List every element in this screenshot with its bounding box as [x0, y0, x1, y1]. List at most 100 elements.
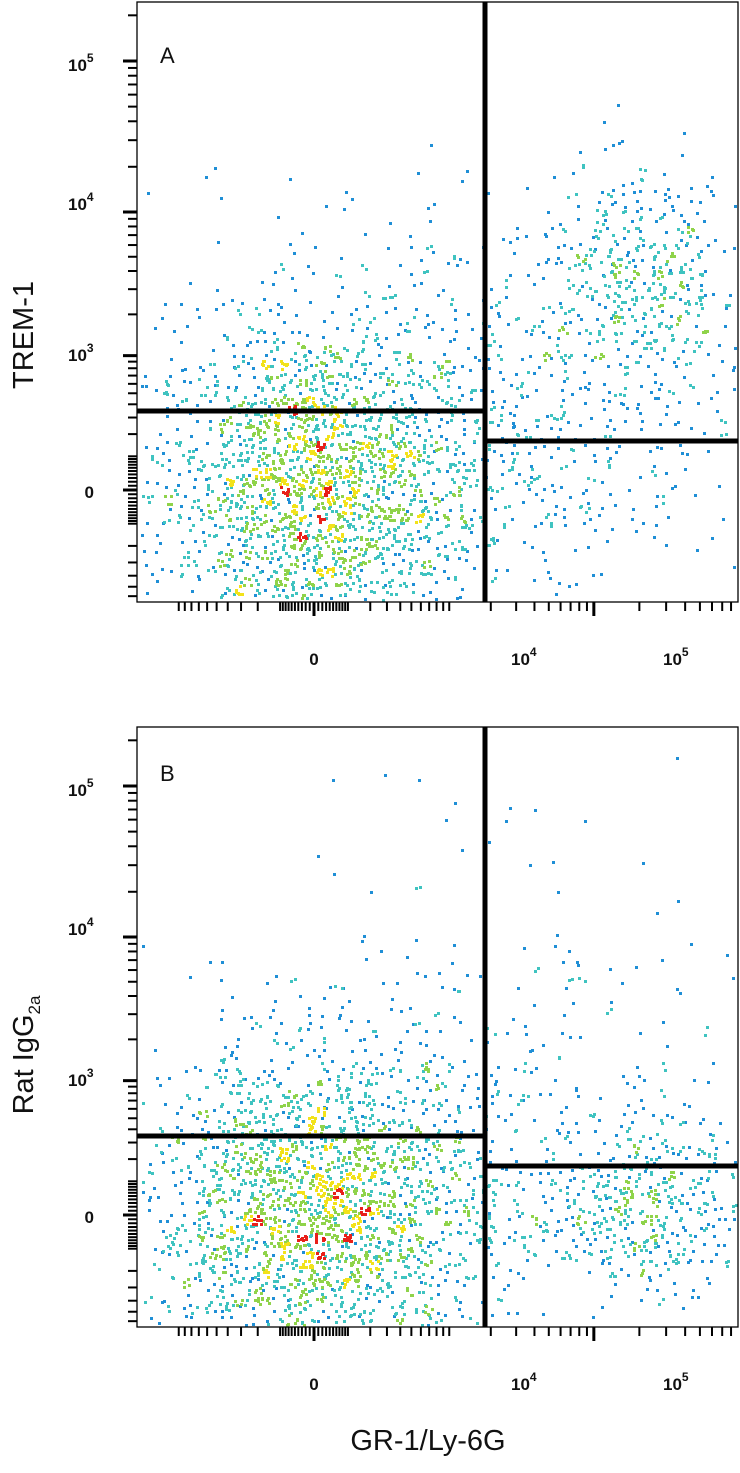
event-dot — [199, 1150, 202, 1153]
event-dot — [518, 473, 521, 476]
event-dot — [342, 1068, 345, 1071]
event-dot — [165, 380, 168, 383]
event-dot — [639, 1032, 642, 1035]
event-dot — [613, 300, 616, 303]
event-dot — [369, 1243, 372, 1246]
event-dot — [391, 1242, 394, 1245]
event-dot — [226, 338, 229, 341]
event-dot — [513, 414, 516, 417]
event-dot — [260, 523, 263, 526]
event-dot — [456, 597, 459, 600]
event-dot — [231, 1294, 234, 1297]
event-dot — [433, 361, 436, 364]
event-dot — [435, 598, 438, 601]
event-dot — [151, 1172, 154, 1175]
event-dot — [387, 1240, 390, 1243]
event-dot — [332, 557, 335, 560]
event-dot — [686, 453, 689, 456]
event-dot — [631, 298, 634, 301]
event-dot — [398, 481, 401, 484]
event-dot — [350, 512, 353, 515]
event-dot — [437, 1160, 440, 1163]
event-dot — [206, 1245, 209, 1248]
event-dot — [219, 1184, 222, 1187]
event-dot — [596, 318, 599, 321]
event-dot — [585, 511, 588, 514]
event-dot — [236, 1225, 239, 1228]
event-dot — [687, 231, 690, 234]
event-dot — [617, 305, 620, 308]
event-dot — [525, 235, 528, 238]
event-dot — [637, 245, 640, 248]
event-dot — [605, 1220, 608, 1223]
event-dot — [210, 1234, 213, 1237]
event-dot — [649, 342, 652, 345]
event-dot — [684, 263, 687, 266]
event-dot — [568, 950, 571, 953]
event-dot — [363, 507, 366, 510]
event-dot — [476, 1322, 479, 1325]
event-dot — [424, 1282, 427, 1285]
event-dot — [310, 1141, 313, 1144]
event-dot — [465, 1199, 468, 1202]
event-dot — [199, 1279, 202, 1282]
event-dot — [537, 419, 540, 422]
event-dot — [314, 246, 317, 249]
event-dot — [276, 1084, 279, 1087]
event-dot — [172, 1243, 175, 1246]
event-dot — [427, 323, 430, 326]
event-dot — [631, 1121, 634, 1124]
event-dot — [695, 302, 698, 305]
event-dot — [446, 421, 449, 424]
event-dot — [337, 1089, 340, 1092]
event-dot — [307, 424, 310, 427]
event-dot — [193, 500, 196, 503]
event-dot — [221, 1310, 224, 1313]
event-dot — [594, 229, 597, 232]
event-dot — [311, 1319, 314, 1322]
event-dot — [665, 413, 668, 416]
event-dot — [155, 551, 158, 554]
event-dot — [316, 1212, 319, 1215]
event-dot — [309, 351, 312, 354]
event-dot — [470, 398, 473, 401]
event-dot — [280, 564, 283, 567]
event-dot — [364, 1244, 367, 1247]
event-dot — [229, 483, 232, 486]
event-dot — [515, 1160, 518, 1163]
event-dot — [198, 378, 201, 381]
event-dot — [671, 1147, 674, 1150]
event-dot — [366, 508, 369, 511]
event-dot — [304, 354, 307, 357]
event-dot — [326, 1100, 329, 1103]
event-dot — [209, 427, 212, 430]
event-dot — [453, 255, 456, 258]
event-dot — [316, 587, 319, 590]
event-dot — [597, 1152, 600, 1155]
event-dot — [368, 1095, 371, 1098]
event-dot — [530, 1173, 533, 1176]
event-dot — [582, 260, 585, 263]
event-dot — [533, 1253, 536, 1256]
event-dot — [540, 1140, 543, 1143]
event-dot — [503, 400, 506, 403]
event-dot — [222, 419, 225, 422]
event-dot — [449, 372, 452, 375]
event-dot — [379, 463, 382, 466]
event-dot — [407, 356, 410, 359]
event-dot — [608, 466, 611, 469]
event-dot — [379, 417, 382, 420]
event-dot — [610, 1295, 613, 1298]
event-dot — [679, 271, 682, 274]
event-dot — [674, 485, 677, 488]
event-dot — [626, 1082, 629, 1085]
event-dot — [322, 336, 325, 339]
event-dot — [727, 1260, 730, 1263]
event-dot — [175, 442, 178, 445]
event-dot — [393, 537, 396, 540]
event-dot — [663, 297, 666, 300]
event-dot — [232, 1304, 235, 1307]
event-dot — [252, 367, 255, 370]
event-dot — [458, 990, 461, 993]
event-dot — [292, 1046, 295, 1049]
